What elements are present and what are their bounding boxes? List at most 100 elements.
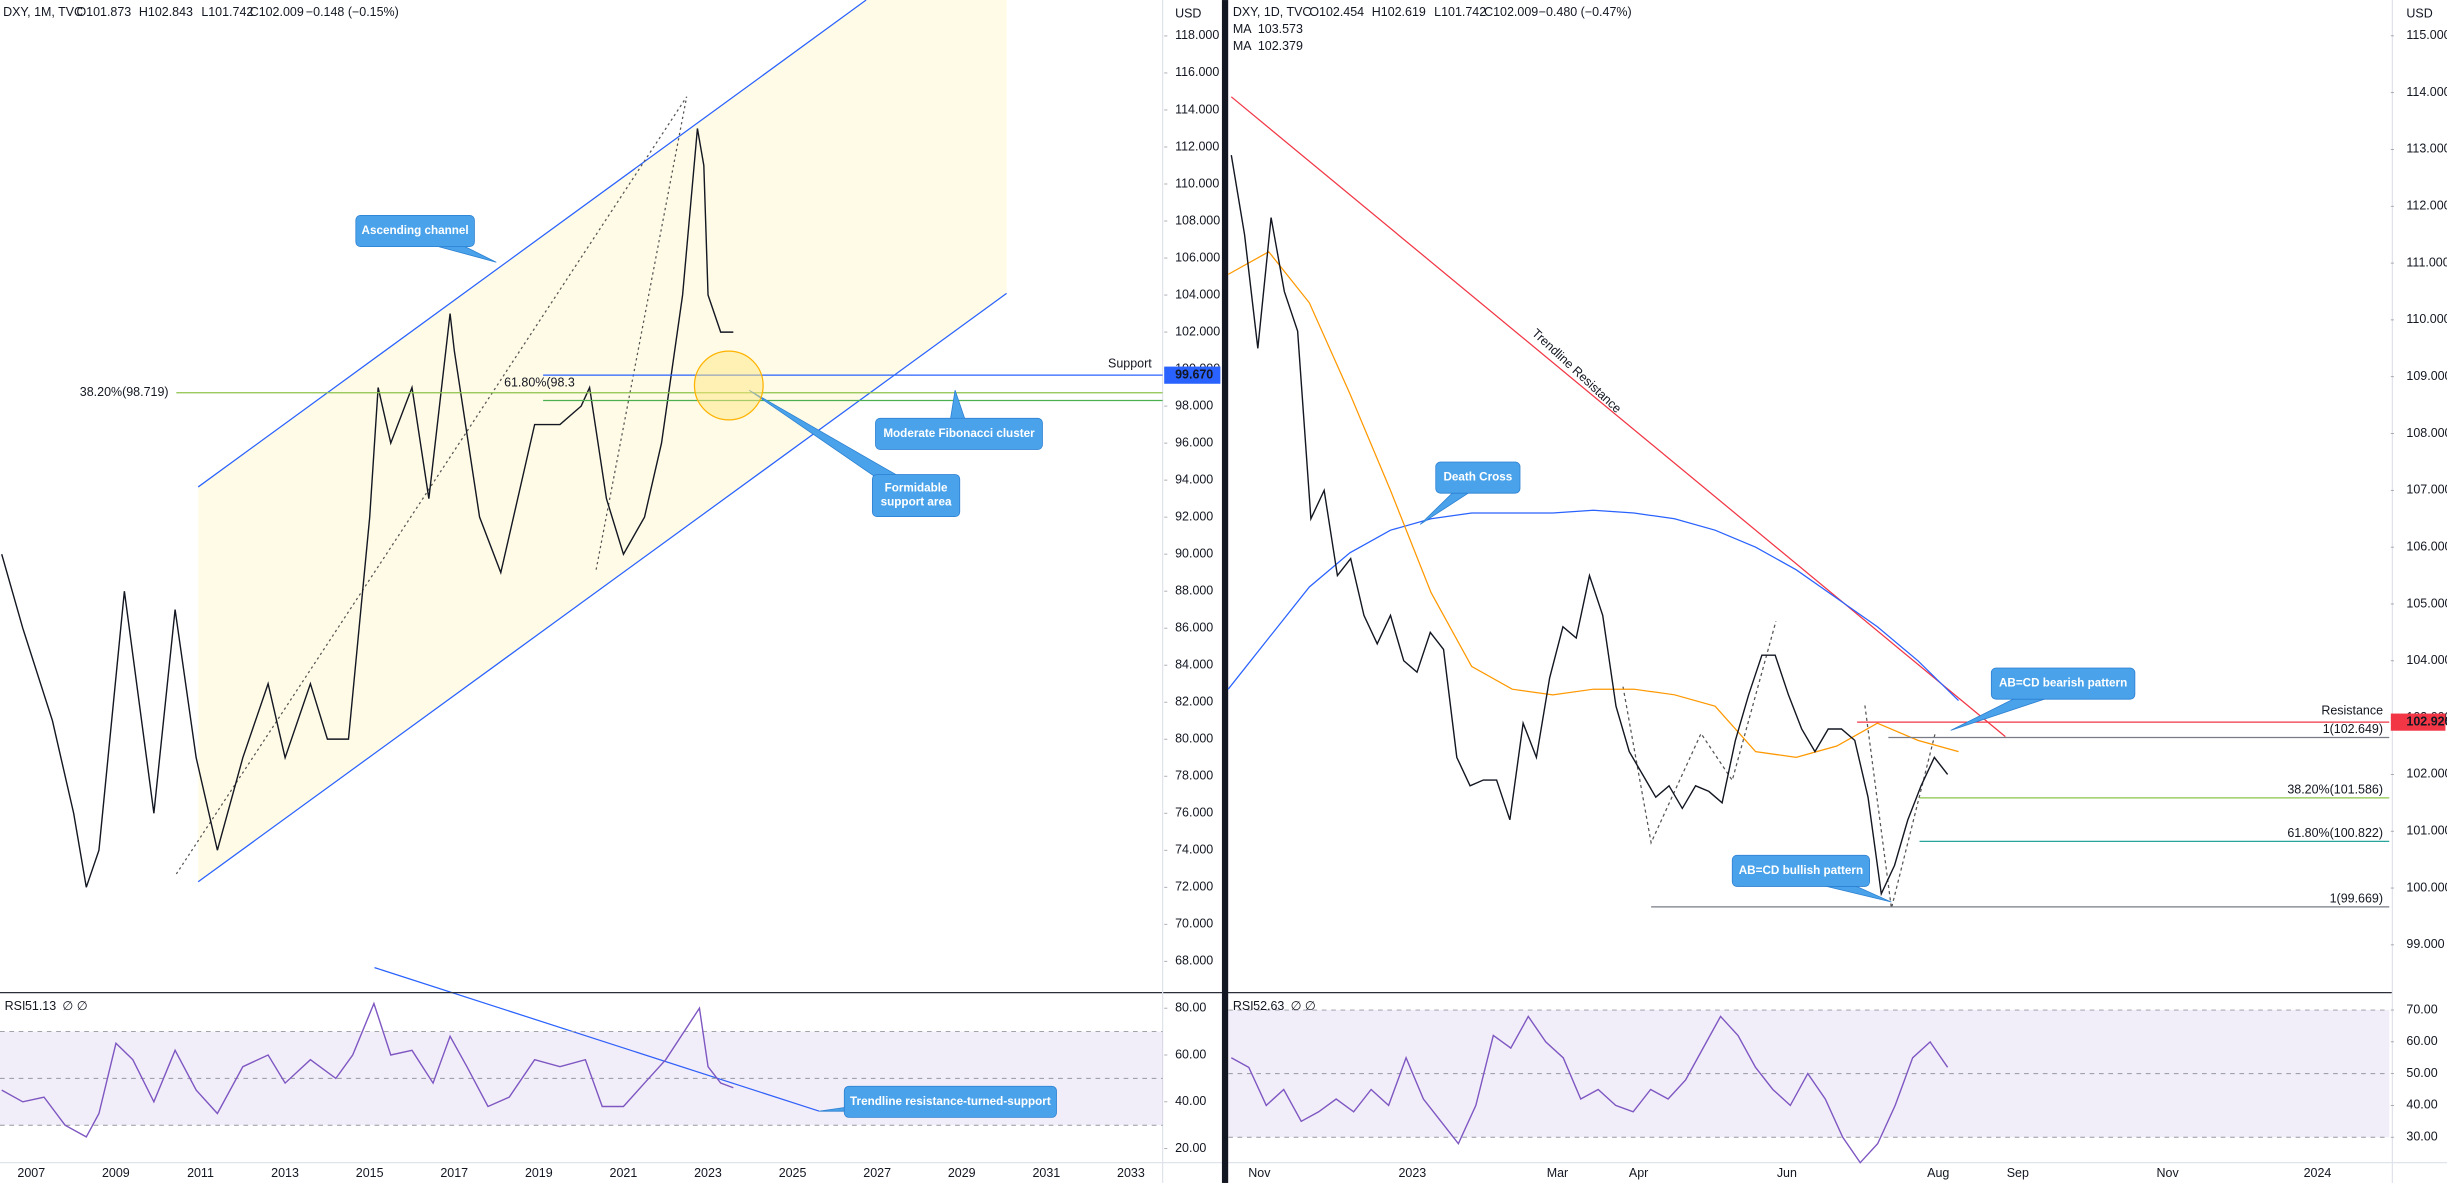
callout-text: Ascending channel <box>362 224 469 237</box>
y-tick-label: 90.000 <box>1175 546 1213 560</box>
y-tick-label: 80.000 <box>1175 732 1213 746</box>
x-tick-label: 2027 <box>863 1166 891 1180</box>
trendline <box>1230 96 2006 738</box>
x-tick-label: Aug <box>1927 1166 1949 1180</box>
y-tick-label: 82.000 <box>1175 694 1213 708</box>
price-line <box>1230 155 1949 897</box>
x-tick-label: 2013 <box>271 1166 299 1180</box>
y-tick-label: 110.000 <box>2406 312 2447 326</box>
channel-line <box>197 0 867 488</box>
header-high: H102.843 <box>139 5 193 19</box>
y-tick-label: 104.000 <box>2406 653 2447 667</box>
callout: Moderate Fibonacci cluster <box>875 390 1043 450</box>
callout-box <box>1731 854 1870 887</box>
y-tick-label: 98.000 <box>1175 398 1213 412</box>
x-tick-label: 2009 <box>102 1166 130 1180</box>
callout: Death Cross <box>1419 461 1521 525</box>
rsi-extra: ∅ ∅ <box>1291 999 1316 1013</box>
abcd-line <box>1864 705 1936 909</box>
price-badge-label: 99.670 <box>1175 367 1213 381</box>
x-tick-label: Sep <box>2007 1166 2029 1180</box>
rsi-tick-label: 80.00 <box>1175 1000 1206 1014</box>
x-tick-label: 2023 <box>694 1166 722 1180</box>
x-tick-label: 2031 <box>1032 1166 1060 1180</box>
x-tick-label: 2007 <box>17 1166 45 1180</box>
header-symbol: DXY, 1M, TVC <box>3 5 83 19</box>
callout-text: Formidable <box>885 482 948 495</box>
y-tick-label: 108.000 <box>1175 213 1220 227</box>
x-tick-label: Mar <box>1547 1166 1568 1180</box>
fib-line <box>175 96 688 875</box>
header-high: H102.619 <box>1372 5 1426 19</box>
x-tick-label: 2017 <box>440 1166 468 1180</box>
ma-line <box>1227 509 1959 702</box>
level-label: 1(102.649) <box>2323 722 2383 736</box>
rsi-value: 51.13 <box>25 999 56 1013</box>
ma-line <box>1227 250 1959 759</box>
ma-name: MA <box>1233 39 1252 53</box>
y-tick-label: 112.000 <box>2406 199 2447 213</box>
ma-value: 102.379 <box>1258 39 1303 53</box>
callout-text: Moderate Fibonacci cluster <box>883 427 1035 440</box>
callout-box <box>875 417 1043 450</box>
currency: USD <box>2406 6 2432 20</box>
y-tick-label: 88.000 <box>1175 583 1213 597</box>
callout-box <box>871 474 961 517</box>
callout-box <box>1435 461 1521 494</box>
rsi-tick-label: 60.00 <box>2406 1034 2437 1048</box>
panel-divider <box>1221 0 1229 1183</box>
y-tick-label: 118.000 <box>1175 28 1219 42</box>
x-tick-label: Apr <box>1629 1166 1648 1180</box>
y-tick-label: 74.000 <box>1175 843 1213 857</box>
support-zone <box>693 350 764 421</box>
y-tick-label: 78.000 <box>1175 769 1213 783</box>
x-tick-label: 2011 <box>187 1166 214 1180</box>
rsi-value: 52.63 <box>1253 999 1284 1013</box>
rsi-line <box>1 1001 734 1138</box>
rsi-tick-label: 40.00 <box>1175 1094 1206 1108</box>
rsi-trendline <box>374 967 820 1112</box>
header-close: C102.009 <box>1484 5 1538 19</box>
callout: AB=CD bullish pattern <box>1731 854 1892 903</box>
callout-box <box>355 215 475 248</box>
y-tick-label: 113.000 <box>2406 142 2447 156</box>
level-label: 61.80%(98.3 <box>504 376 575 390</box>
level-label: 38.20%(98.719) <box>80 385 169 399</box>
header-symbol: DXY, 1D, TVC <box>1233 5 1312 19</box>
level-label: 61.80%(100.822) <box>2287 826 2383 840</box>
x-tick-label: 2024 <box>2304 1166 2332 1180</box>
price-badge-label: 102.920 <box>2406 714 2447 728</box>
currency: USD <box>1175 6 1201 20</box>
fib-line <box>595 96 688 570</box>
callout-text: AB=CD bearish pattern <box>1999 677 2127 690</box>
y-tick-label: 112.000 <box>1175 139 1219 153</box>
price-badge <box>1164 366 1221 384</box>
y-tick-label: 105.000 <box>2406 596 2447 610</box>
annotation: Trendline Resistance <box>1529 326 1624 416</box>
channel-fill <box>198 0 1007 882</box>
rsi-extra: ∅ ∅ <box>62 999 87 1013</box>
y-tick-label: 110.000 <box>1175 176 1219 190</box>
y-tick-label: 96.000 <box>1175 435 1213 449</box>
header-open: O101.873 <box>76 5 131 19</box>
ma-value: 103.573 <box>1258 22 1303 36</box>
callout-text: support area <box>881 496 952 509</box>
rsi-tick-label: 50.00 <box>2406 1066 2437 1080</box>
callout-box <box>1990 667 2136 700</box>
y-tick-label: 106.000 <box>1175 250 1220 264</box>
callout: AB=CD bearish pattern <box>1950 667 2136 731</box>
x-tick-label: 2029 <box>948 1166 976 1180</box>
y-tick-label: 92.000 <box>1175 509 1213 523</box>
header-close: C102.009 <box>250 5 304 19</box>
y-tick-label: 115.000 <box>2406 28 2447 42</box>
x-tick-label: Nov <box>2157 1166 2180 1180</box>
ma-name: MA <box>1233 22 1252 36</box>
y-tick-label: 99.000 <box>2406 937 2444 951</box>
x-tick-label: 2023 <box>1398 1166 1426 1180</box>
rsi-name: RSI <box>1233 999 1254 1013</box>
x-tick-label: 2033 <box>1117 1166 1145 1180</box>
y-tick-label: 104.000 <box>1175 287 1220 301</box>
